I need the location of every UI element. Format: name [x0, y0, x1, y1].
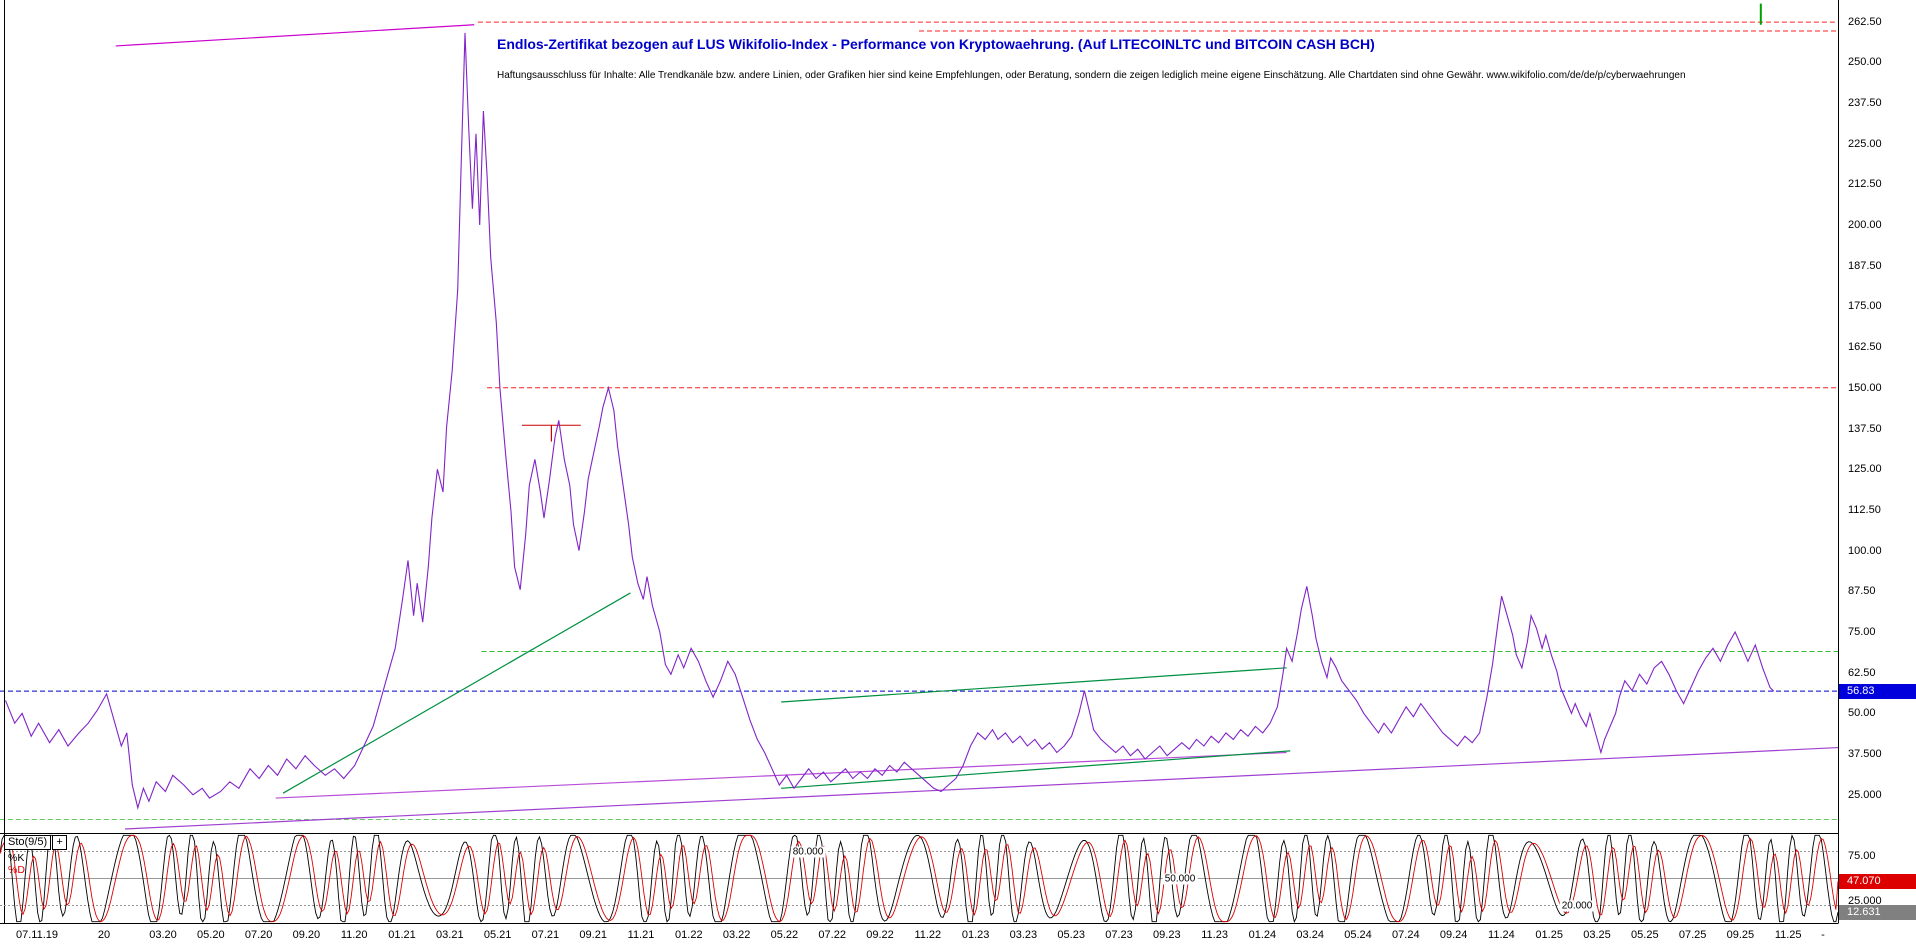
y-axis-label: 212.50	[1848, 178, 1882, 191]
y-axis-label: 62.50	[1848, 666, 1876, 679]
trend-line	[282, 592, 631, 794]
y-axis-label: 262.50	[1848, 15, 1882, 28]
price-line	[4, 32, 1775, 810]
y-axis-label: 125.00	[1848, 463, 1882, 476]
trend-line	[124, 746, 1839, 830]
y-axis-label: 250.00	[1848, 56, 1882, 69]
indicator-settings-button[interactable]: Sto(9/5)	[4, 835, 52, 850]
stoch-k-line	[0, 834, 1839, 924]
y-axis-label: 162.50	[1848, 341, 1882, 354]
stoch-value-tag: 12.631	[1839, 904, 1916, 920]
y-axis-label: 75.00	[1848, 626, 1876, 638]
trend-line	[781, 667, 1287, 703]
y-axis-label: 25.000	[1848, 895, 1882, 907]
chart-disclaimer: Haftungsausschluss für Inhalte: Alle Tre…	[497, 70, 1686, 81]
trend-line	[275, 751, 1287, 799]
stoch-level-label: 80.000	[790, 846, 826, 857]
stoch-value-tag: 47.070	[1839, 873, 1916, 889]
y-axis-label: 225.00	[1848, 137, 1882, 150]
y-axis[interactable]: 262.50 250.00 237.50 225.00 212.50 200.00 187.…	[1839, 0, 1916, 948]
y-axis-label: 100.00	[1848, 544, 1882, 557]
y-axis-label: 150.00	[1848, 381, 1882, 394]
y-axis-label: 175.00	[1848, 300, 1882, 313]
y-axis-label: 112.50	[1848, 503, 1881, 516]
y-axis-label: 50.00	[1848, 707, 1876, 720]
stoch-k-label: %K	[8, 852, 25, 864]
y-axis-label: 200.00	[1848, 219, 1882, 231]
y-axis-label: 25.000	[1848, 788, 1882, 801]
y-axis-label: 237.50	[1848, 96, 1882, 109]
y-axis-label: 187.50	[1848, 259, 1882, 272]
stoch-d-line	[0, 834, 1839, 923]
stoch-d-label: %D	[8, 864, 25, 876]
trend-line	[781, 750, 1291, 789]
last-price-tag: 56.83	[1839, 683, 1916, 699]
y-axis-label: 137.50	[1848, 422, 1882, 435]
y-axis-label: 75.00	[1848, 850, 1876, 862]
stoch-level-label: 20.000	[1559, 900, 1595, 911]
trend-line	[115, 24, 475, 47]
chart-title: Endlos-Zertifikat bezogen auf LUS Wikifo…	[497, 36, 1375, 52]
add-indicator-button[interactable]: +	[52, 835, 68, 850]
stoch-level-label: 50.000	[1162, 873, 1198, 884]
indicator-header: Sto(9/5) +	[4, 835, 68, 850]
y-axis-label: 37.500	[1848, 748, 1882, 761]
y-axis-label: 87.50	[1848, 585, 1876, 598]
